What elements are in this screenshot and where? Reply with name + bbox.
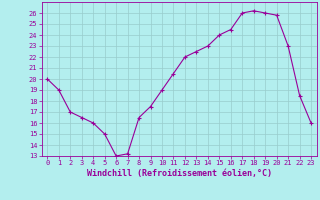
X-axis label: Windchill (Refroidissement éolien,°C): Windchill (Refroidissement éolien,°C) <box>87 169 272 178</box>
